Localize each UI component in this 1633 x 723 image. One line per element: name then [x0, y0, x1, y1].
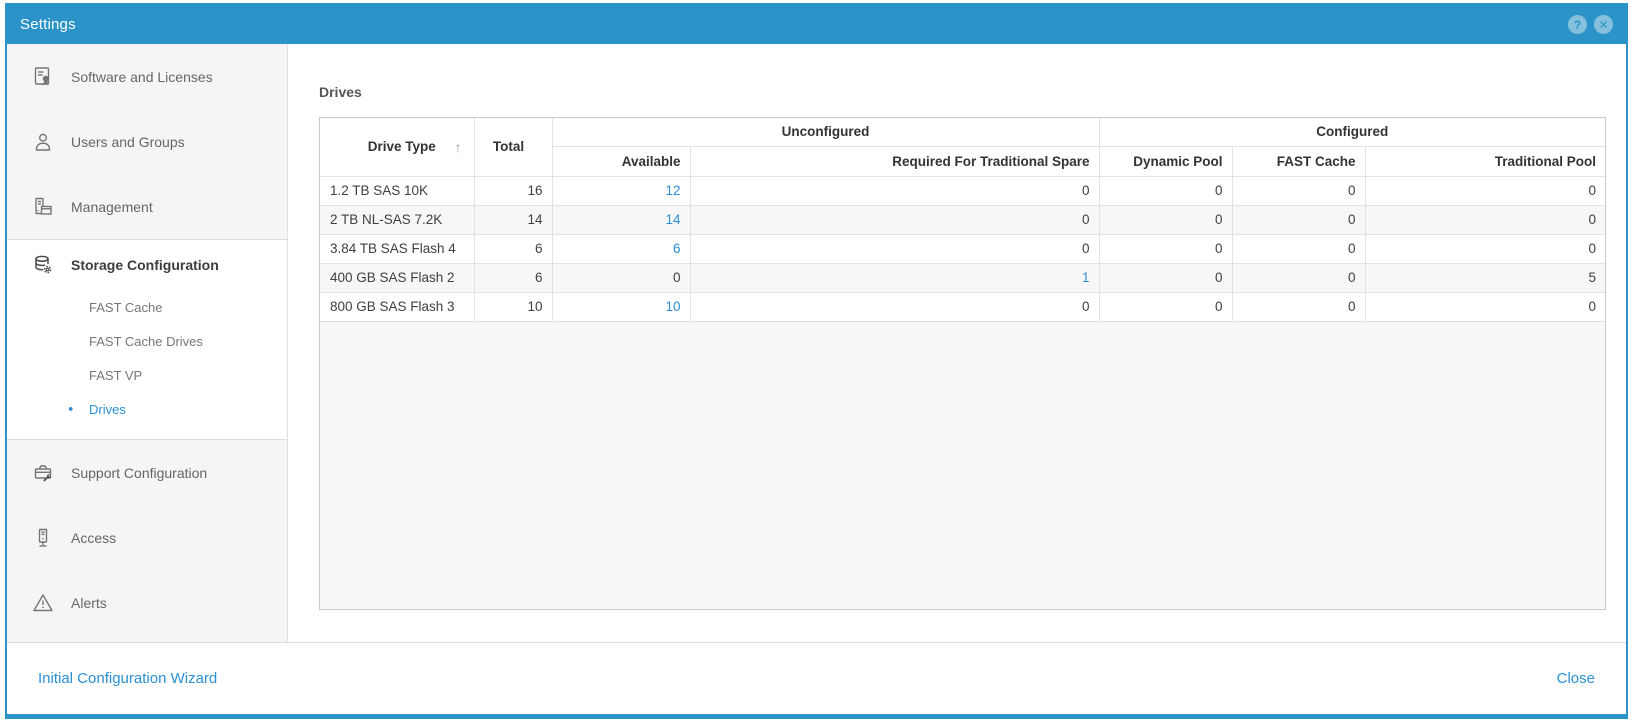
cell-total: 16: [474, 176, 553, 206]
cell-required-spare: 0: [690, 176, 1100, 206]
sidebar-subitem-fast-vp[interactable]: FAST VP: [7, 358, 287, 392]
cell-traditional-pool: 5: [1365, 263, 1605, 293]
cell-drive-type: 800 GB SAS Flash 3: [320, 292, 475, 322]
cell-available-link[interactable]: 10: [552, 292, 691, 322]
column-header-fast-cache[interactable]: FAST Cache: [1232, 146, 1366, 177]
dialog-title: Settings: [20, 16, 76, 33]
sidebar-item-label: Management: [71, 198, 153, 215]
drives-table-container: Drive Type ↑ Total Unconfigured Configur…: [319, 117, 1606, 610]
cell-required-spare: 0: [690, 205, 1100, 235]
selected-bullet-icon: ●: [68, 403, 74, 414]
cell-drive-type: 1.2 TB SAS 10K: [320, 176, 475, 206]
license-certificate-icon: [30, 64, 56, 90]
column-header-dynamic-pool[interactable]: Dynamic Pool: [1099, 146, 1233, 177]
cell-fast-cache: 0: [1232, 263, 1366, 293]
server-tower-icon: [30, 525, 56, 551]
sidebar-subitem-label: FAST Cache Drives: [89, 333, 203, 349]
cell-fast-cache: 0: [1232, 234, 1366, 264]
cell-required-spare-link[interactable]: 1: [690, 263, 1100, 293]
cell-required-spare: 0: [690, 292, 1100, 322]
server-window-icon: [30, 194, 56, 220]
sidebar-item-access[interactable]: Access: [7, 505, 287, 570]
cell-fast-cache: 0: [1232, 176, 1366, 206]
cell-drive-type: 2 TB NL-SAS 7.2K: [320, 205, 475, 235]
sidebar-item-alerts[interactable]: Alerts: [7, 570, 287, 635]
drives-table: Drive Type ↑ Total Unconfigured Configur…: [320, 118, 1605, 322]
cell-available-link[interactable]: 14: [552, 205, 691, 235]
table-row[interactable]: 800 GB SAS Flash 3 10 10 0 0 0 0: [320, 292, 1605, 322]
cell-dynamic-pool: 0: [1099, 234, 1233, 264]
sidebar-subitem-label: Drives: [89, 401, 126, 417]
column-header-available[interactable]: Available: [552, 146, 691, 177]
sidebar-group-bottom: Support Configuration Access: [7, 440, 287, 642]
sidebar-group-top: Software and Licenses Users and Groups: [7, 44, 287, 239]
titlebar: Settings ? ✕: [7, 5, 1626, 44]
sidebar-item-label: Users and Groups: [71, 133, 185, 150]
sidebar-item-management[interactable]: Management: [7, 174, 287, 239]
sidebar-subitem-fast-cache[interactable]: FAST Cache: [7, 290, 287, 324]
cell-total: 6: [474, 263, 553, 293]
cell-traditional-pool: 0: [1365, 234, 1605, 264]
group-header-unconfigured: Unconfigured: [552, 118, 1100, 147]
sidebar-item-software-and-licenses[interactable]: Software and Licenses: [7, 44, 287, 109]
sidebar-item-label: Support Configuration: [71, 464, 208, 481]
column-header-required-for-traditional-spare[interactable]: Required For Traditional Spare: [690, 146, 1100, 177]
table-row[interactable]: 3.84 TB SAS Flash 4 6 6 0 0 0 0: [320, 234, 1605, 264]
sidebar-subitem-label: FAST VP: [89, 367, 143, 383]
cell-traditional-pool: 0: [1365, 176, 1605, 206]
cell-available-link[interactable]: 6: [552, 234, 691, 264]
sidebar-subitem-label: FAST Cache: [89, 299, 163, 315]
cell-drive-type: 400 GB SAS Flash 2: [320, 263, 475, 293]
cell-fast-cache: 0: [1232, 292, 1366, 322]
help-icon[interactable]: ?: [1568, 15, 1587, 34]
sidebar-item-label: Access: [71, 529, 117, 546]
warning-triangle-icon: [30, 590, 56, 616]
sidebar-item-label: Software and Licenses: [71, 68, 213, 85]
cell-dynamic-pool: 0: [1099, 176, 1233, 206]
dialog-footer: Initial Configuration Wizard Close: [7, 642, 1626, 714]
cell-total: 14: [474, 205, 553, 235]
cell-total: 10: [474, 292, 553, 322]
sidebar: Software and Licenses Users and Groups: [7, 44, 288, 642]
sidebar-item-label: Storage Configuration: [71, 257, 219, 273]
cell-required-spare: 0: [690, 234, 1100, 264]
column-header-label: Drive Type: [367, 139, 436, 155]
table-row[interactable]: 2 TB NL-SAS 7.2K 14 14 0 0 0 0: [320, 205, 1605, 235]
table-row[interactable]: 400 GB SAS Flash 2 6 0 1 0 0 5: [320, 263, 1605, 293]
cell-total: 6: [474, 234, 553, 264]
close-button[interactable]: Close: [1556, 670, 1595, 687]
cell-dynamic-pool: 0: [1099, 205, 1233, 235]
close-icon[interactable]: ✕: [1594, 15, 1613, 34]
cell-traditional-pool: 0: [1365, 292, 1605, 322]
cell-available: 0: [552, 263, 691, 293]
column-header-drive-type[interactable]: Drive Type ↑: [320, 118, 475, 177]
sidebar-item-users-and-groups[interactable]: Users and Groups: [7, 109, 287, 174]
initial-configuration-wizard-link[interactable]: Initial Configuration Wizard: [38, 670, 218, 687]
column-header-traditional-pool[interactable]: Traditional Pool: [1365, 146, 1605, 177]
toolbox-wrench-icon: [30, 460, 56, 486]
sidebar-subitem-drives[interactable]: ● Drives: [7, 392, 287, 426]
sidebar-item-support-configuration[interactable]: Support Configuration: [7, 440, 287, 505]
sidebar-item-label: Alerts: [71, 594, 107, 611]
cell-available-link[interactable]: 12: [552, 176, 691, 206]
cell-fast-cache: 0: [1232, 205, 1366, 235]
group-header-configured: Configured: [1099, 118, 1605, 147]
column-header-total[interactable]: Total: [474, 118, 553, 177]
user-icon: [30, 129, 56, 155]
sort-ascending-icon: ↑: [454, 138, 462, 155]
database-gear-icon: [30, 252, 56, 278]
cell-traditional-pool: 0: [1365, 205, 1605, 235]
cell-dynamic-pool: 0: [1099, 292, 1233, 322]
page-title: Drives: [319, 84, 362, 100]
settings-dialog: Settings ? ✕: [5, 3, 1628, 719]
sidebar-subitem-fast-cache-drives[interactable]: FAST Cache Drives: [7, 324, 287, 358]
table-row[interactable]: 1.2 TB SAS 10K 16 12 0 0 0 0: [320, 176, 1605, 206]
sidebar-group-storage: Storage Configuration FAST Cache FAST Ca…: [7, 239, 287, 440]
sidebar-item-storage-configuration[interactable]: Storage Configuration: [7, 240, 287, 290]
cell-drive-type: 3.84 TB SAS Flash 4: [320, 234, 475, 264]
main-panel: Drives Drive Type ↑ Total: [288, 44, 1626, 642]
cell-dynamic-pool: 0: [1099, 263, 1233, 293]
